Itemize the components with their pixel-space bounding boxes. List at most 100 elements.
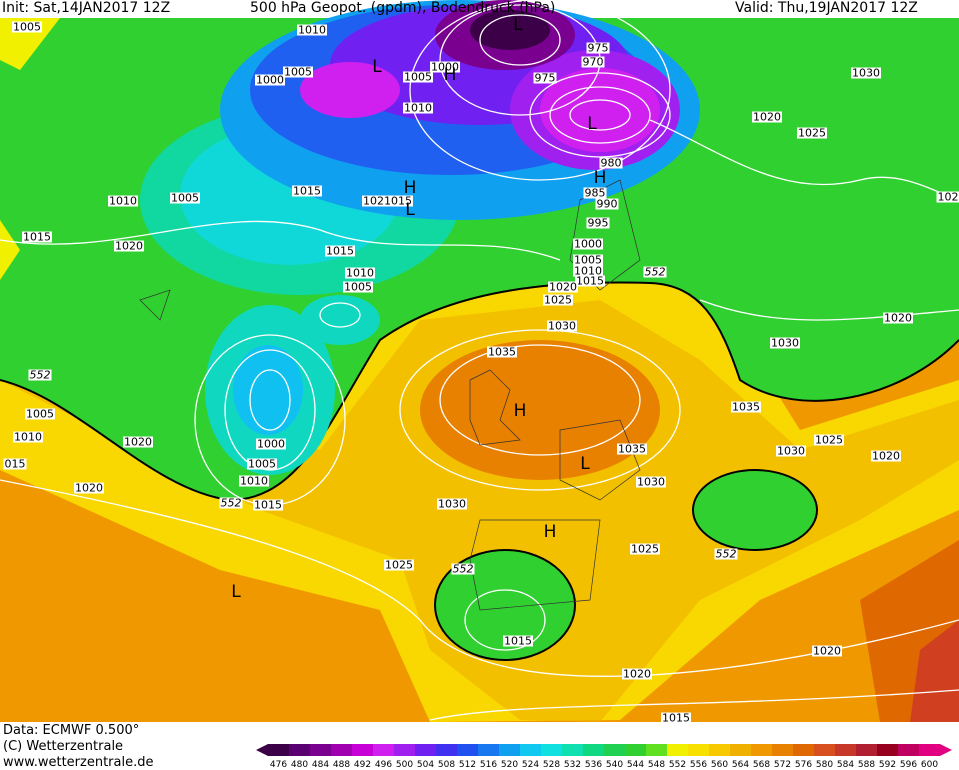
colorbar-arrow bbox=[940, 744, 952, 756]
isobar-label: 1015 bbox=[661, 711, 691, 725]
colorbar-swatch bbox=[709, 744, 730, 756]
isobar-label: 1020 bbox=[114, 239, 144, 253]
isobar-label: 970 bbox=[581, 55, 605, 69]
isobar-label: 1005 bbox=[170, 191, 200, 205]
colorbar-label: 528 bbox=[543, 760, 560, 770]
isobar-label: 1010 bbox=[297, 23, 327, 37]
colorbar: 476 480 484 488 492 496 500 504 508 512 516 520 524 5… bbox=[256, 744, 952, 770]
colorbar-label: 596 bbox=[900, 760, 917, 770]
colorbar-label: 560 bbox=[711, 760, 728, 770]
colorbar-arrow bbox=[256, 744, 268, 756]
isobar-label: 1020 bbox=[548, 280, 578, 294]
map-title: 500 hPa Geopot. (gpdm), Bodendruck (hPa) bbox=[250, 0, 556, 16]
colorbar-label: 492 bbox=[354, 760, 371, 770]
isobar-label: 1015 bbox=[22, 230, 52, 244]
isobar-label: 1005 bbox=[283, 65, 313, 79]
colorbar-label: 572 bbox=[774, 760, 791, 770]
isobar-label: 1030 bbox=[547, 319, 577, 333]
isobar-label: 1010 bbox=[573, 264, 603, 278]
colorbar-swatch bbox=[856, 744, 877, 756]
colorbar-swatch bbox=[772, 744, 793, 756]
isobar-label: 1035 bbox=[617, 442, 647, 456]
isobar-label: 1020 bbox=[622, 667, 652, 681]
colorbar-swatch bbox=[667, 744, 688, 756]
pressure-center: L bbox=[580, 454, 590, 474]
coastlines bbox=[139, 179, 641, 611]
colorbar-swatch bbox=[688, 744, 709, 756]
weather-map bbox=[0, 0, 959, 722]
valid-time: Valid: Thu,19JAN2017 12Z bbox=[735, 0, 918, 16]
field bbox=[233, 345, 303, 435]
colorbar-label: 592 bbox=[879, 760, 896, 770]
isobar-label: 995 bbox=[586, 216, 610, 230]
colorbar-swatch bbox=[394, 744, 415, 756]
colorbar-swatch bbox=[499, 744, 520, 756]
field bbox=[470, 10, 550, 50]
colorbar-label: 556 bbox=[690, 760, 707, 770]
colorbar-label: 580 bbox=[816, 760, 833, 770]
pressure-center: H bbox=[593, 168, 607, 188]
isobar-label: 1020 bbox=[74, 481, 104, 495]
colorbar-swatch bbox=[562, 744, 583, 756]
isobar-label: 015 bbox=[3, 457, 27, 471]
field bbox=[420, 340, 660, 480]
colorbar-label: 536 bbox=[585, 760, 602, 770]
isobar-label: 1000 bbox=[255, 73, 285, 87]
height-label: 552 bbox=[714, 547, 738, 561]
isobar-label: 1030 bbox=[437, 497, 467, 511]
copyright: (C) Wetterzentrale bbox=[3, 739, 124, 754]
colorbar-swatch bbox=[625, 744, 646, 756]
pressure-center: H bbox=[403, 178, 417, 198]
isobar-label: 1015 bbox=[503, 634, 533, 648]
colorbar-swatch bbox=[289, 744, 310, 756]
isobar-label: 1010 bbox=[345, 266, 375, 280]
isobar-label: 1025 bbox=[814, 433, 844, 447]
colorbar-label: 508 bbox=[438, 760, 455, 770]
isobar-label: 1005 bbox=[25, 407, 55, 421]
colorbar-label: 564 bbox=[732, 760, 749, 770]
isobar-label: 1025 bbox=[797, 126, 827, 140]
colorbar-swatch bbox=[877, 744, 898, 756]
isobar-label: 1020 bbox=[812, 644, 842, 658]
isobars bbox=[0, 72, 959, 721]
isobar-label: 1020 bbox=[871, 449, 901, 463]
isobar-label: 1005 bbox=[12, 20, 42, 34]
isobar-label: 1015 bbox=[325, 244, 355, 258]
colorbar-swatch bbox=[310, 744, 331, 756]
pressure-center: L bbox=[587, 114, 597, 134]
isobar-label: 1015 bbox=[292, 184, 322, 198]
colorbar-label: 488 bbox=[333, 760, 350, 770]
colorbar-swatch bbox=[268, 744, 289, 756]
isobar-label: 1015 bbox=[253, 498, 283, 512]
isobar-label: 1005 bbox=[573, 253, 603, 267]
colorbar-label: 540 bbox=[606, 760, 623, 770]
isobar-label: 975 bbox=[586, 41, 610, 55]
colorbar-label: 568 bbox=[753, 760, 770, 770]
colorbar-label: 584 bbox=[837, 760, 854, 770]
isobar-label: 1035 bbox=[731, 400, 761, 414]
isobar-label: 1030 bbox=[636, 475, 666, 489]
colorbar-label: 516 bbox=[480, 760, 497, 770]
pressure-center: L bbox=[231, 582, 241, 602]
field bbox=[910, 620, 959, 722]
pressure-center: H bbox=[543, 522, 557, 542]
colorbar-swatch bbox=[478, 744, 499, 756]
pressure-center: L bbox=[405, 200, 415, 220]
colorbar-swatch bbox=[814, 744, 835, 756]
isobar-label: 1020 bbox=[883, 311, 913, 325]
colorbar-swatch bbox=[520, 744, 541, 756]
colorbar-label: 504 bbox=[417, 760, 434, 770]
field bbox=[300, 295, 380, 345]
pressure-center: H bbox=[513, 401, 527, 421]
field bbox=[434, 549, 576, 661]
isobar-label: 1005 bbox=[247, 457, 277, 471]
isobar-label: 1035 bbox=[487, 345, 517, 359]
colorbar-swatch bbox=[457, 744, 478, 756]
isobar-label: 1005 bbox=[403, 70, 433, 84]
field bbox=[0, 300, 959, 722]
height-label: 552 bbox=[643, 265, 667, 279]
colorbar-swatch bbox=[751, 744, 772, 756]
height-label: 552 bbox=[219, 496, 243, 510]
colorbar-label: 476 bbox=[270, 760, 287, 770]
